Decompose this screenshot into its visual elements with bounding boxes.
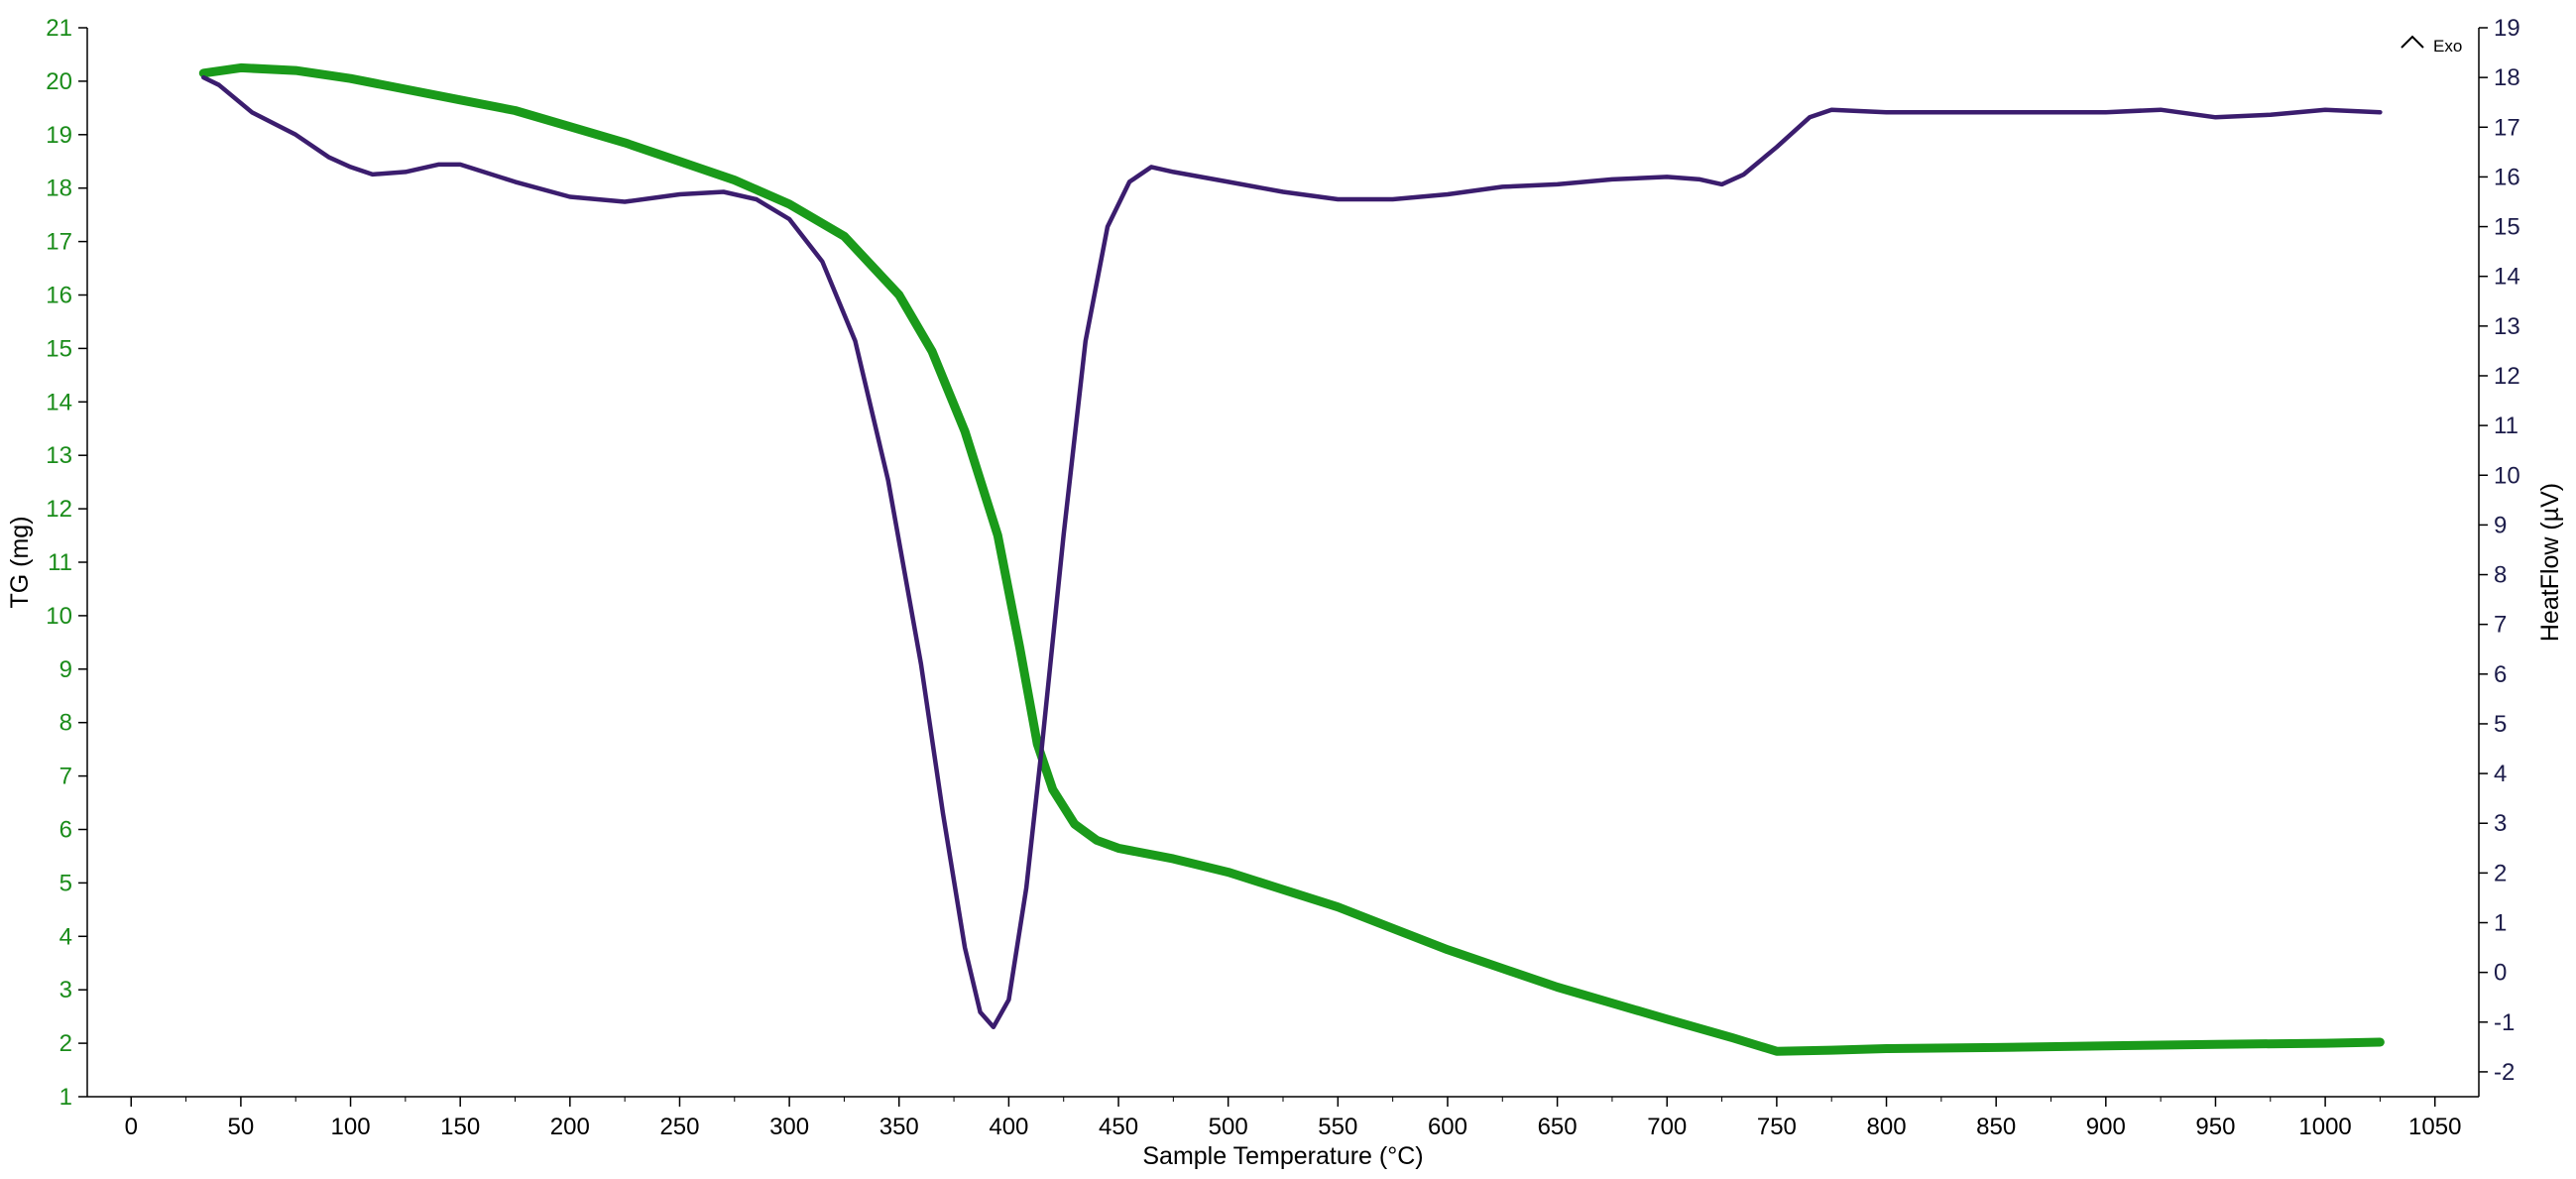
right-tick-label: 19 xyxy=(2494,15,2520,42)
left-tick-label: 18 xyxy=(46,176,72,202)
x-tick-label: 1000 xyxy=(2298,1114,2351,1140)
right-tick-label: 4 xyxy=(2494,761,2507,787)
right-tick-label: 14 xyxy=(2494,264,2520,291)
x-tick-label: 50 xyxy=(228,1114,255,1140)
left-tick-label: 14 xyxy=(46,389,72,415)
right-tick-label: 2 xyxy=(2494,860,2507,886)
right-tick-label: 16 xyxy=(2494,164,2520,190)
right-tick-label: 13 xyxy=(2494,313,2520,340)
right-tick-label: 12 xyxy=(2494,363,2520,390)
left-tick-label: 17 xyxy=(46,229,72,256)
x-tick-label: 300 xyxy=(769,1114,809,1140)
x-tick-label: 800 xyxy=(1867,1114,1907,1140)
x-tick-label: 650 xyxy=(1538,1114,1578,1140)
x-tick-label: 550 xyxy=(1318,1114,1357,1140)
x-tick-label: 150 xyxy=(440,1114,480,1140)
right-tick-label: 3 xyxy=(2494,810,2507,837)
right-tick-label: 11 xyxy=(2494,413,2518,439)
exo-label: Exo xyxy=(2433,37,2462,56)
x-tick-label: 1050 xyxy=(2408,1114,2461,1140)
left-tick-label: 1 xyxy=(59,1084,72,1111)
x-tick-label: 250 xyxy=(659,1114,699,1140)
left-tick-label: 9 xyxy=(59,656,72,683)
x-tick-label: 750 xyxy=(1757,1114,1797,1140)
right-tick-label: 15 xyxy=(2494,214,2520,241)
x-axis-title: Sample Temperature (°C) xyxy=(1142,1142,1423,1170)
left-tick-label: 11 xyxy=(48,549,72,576)
left-tick-label: 3 xyxy=(59,977,72,1003)
x-tick-label: 500 xyxy=(1209,1114,1248,1140)
left-tick-label: 13 xyxy=(46,442,72,469)
left-axis-title: TG (mg) xyxy=(6,516,34,608)
left-tick-label: 20 xyxy=(46,68,72,95)
right-tick-label: 17 xyxy=(2494,114,2520,141)
right-tick-label: 18 xyxy=(2494,64,2520,91)
x-tick-label: 0 xyxy=(125,1114,138,1140)
heatflow-series-line xyxy=(201,74,2383,1030)
x-tick-label: 700 xyxy=(1647,1114,1687,1140)
right-tick-label: 0 xyxy=(2494,960,2507,987)
right-tick-label: 5 xyxy=(2494,711,2507,738)
right-axis-title: HeatFlow (µV) xyxy=(2536,483,2564,642)
left-tick-label: 7 xyxy=(59,764,72,790)
exo-arrow-icon xyxy=(2400,35,2424,49)
right-tick-label: 1 xyxy=(2494,910,2507,937)
right-tick-label: 7 xyxy=(2494,612,2507,639)
x-tick-label: 400 xyxy=(989,1114,1028,1140)
left-tick-label: 5 xyxy=(59,870,72,896)
left-tick-label: 21 xyxy=(46,15,72,42)
left-tick-label: 12 xyxy=(46,496,72,523)
x-tick-label: 850 xyxy=(1976,1114,2016,1140)
x-tick-label: 350 xyxy=(879,1114,919,1140)
x-tick-label: 600 xyxy=(1428,1114,1467,1140)
right-tick-label: -1 xyxy=(2494,1009,2515,1036)
x-tick-label: 100 xyxy=(331,1114,371,1140)
x-tick-label: 950 xyxy=(2195,1114,2235,1140)
right-tick-label: 10 xyxy=(2494,462,2520,489)
x-tick-label: 450 xyxy=(1099,1114,1138,1140)
left-tick-label: 10 xyxy=(46,603,72,630)
left-tick-label: 16 xyxy=(46,283,72,309)
left-tick-label: 19 xyxy=(46,122,72,149)
left-tick-label: 8 xyxy=(59,710,72,737)
right-tick-label: 8 xyxy=(2494,562,2507,589)
right-tick-label: 9 xyxy=(2494,512,2507,538)
left-tick-label: 15 xyxy=(46,335,72,362)
right-tick-label: -2 xyxy=(2494,1059,2515,1086)
left-tick-label: 2 xyxy=(59,1030,72,1057)
x-tick-label: 900 xyxy=(2086,1114,2126,1140)
left-tick-label: 4 xyxy=(59,923,72,950)
right-tick-label: 6 xyxy=(2494,661,2507,688)
left-tick-label: 6 xyxy=(59,817,72,844)
tg-series-line xyxy=(198,62,2385,1056)
x-tick-label: 200 xyxy=(550,1114,590,1140)
